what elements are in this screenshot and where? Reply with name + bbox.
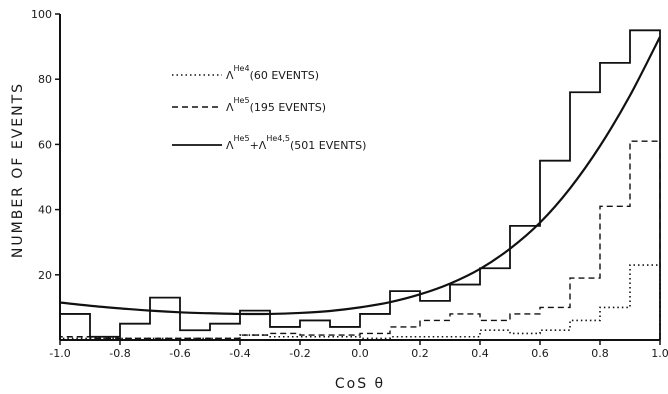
histogram-bin-solid	[330, 327, 360, 340]
legend-count: (60 EVENTS)	[250, 69, 319, 82]
legend-entry-text: ΛHe5(195 EVENTS)	[226, 96, 326, 114]
histogram-series-dashed	[59, 140, 661, 340]
histogram-bin-solid	[420, 301, 450, 340]
fit-curve-layer	[59, 36, 661, 316]
x-tick-label: -0.4	[229, 347, 250, 360]
legend-count: (195 EVENTS)	[250, 101, 326, 114]
histogram-bin-solid	[210, 324, 240, 340]
y-axis-title: NUMBER OF EVENTS	[10, 82, 26, 258]
legend-superscript: He4,5	[266, 134, 290, 143]
histogram-bin-solid	[570, 92, 600, 340]
legend-superscript: He4	[234, 64, 250, 73]
x-tick-label: 0.0	[351, 347, 369, 360]
legend-symbol: Λ	[226, 139, 234, 152]
y-tick-label: 100	[31, 8, 52, 21]
legend: ΛHe4(60 EVENTS)ΛHe5(195 EVENTS)ΛHe5+ΛHe4…	[172, 64, 366, 152]
y-tick-label: 80	[38, 73, 52, 86]
histogram-bin-solid	[540, 161, 570, 340]
histogram-bin-solid	[60, 314, 90, 340]
axis-layer: -1.0 -0.8 -0.6 -0.4 -0.2 0.0 0.2 0.4 0.6 0.8 1.0 20…	[31, 8, 668, 360]
histogram-bin-solid	[120, 324, 150, 340]
x-tick-label: -1.0	[49, 347, 70, 360]
y-tick-label: 40	[38, 204, 52, 217]
x-axis-title: CoS θ	[335, 376, 385, 392]
legend-symbol: +Λ	[250, 139, 267, 152]
histogram-layer	[59, 29, 661, 340]
legend-entry-text: ΛHe4(60 EVENTS)	[226, 64, 319, 82]
fit-curve	[59, 36, 661, 316]
x-tick-label: -0.6	[169, 347, 190, 360]
histogram-bin-solid	[150, 298, 180, 340]
histogram-bin-solid	[360, 314, 390, 340]
x-tick-label: 0.4	[471, 347, 489, 360]
legend-superscript: He5	[234, 134, 250, 143]
histogram-series-solid	[59, 29, 661, 340]
y-tick-label: 60	[38, 138, 52, 151]
histogram-bin-solid	[630, 30, 660, 340]
legend-entry-text: ΛHe5+ΛHe4,5(501 EVENTS)	[226, 134, 366, 152]
histogram-bin-solid	[270, 327, 300, 340]
histogram-bin-solid	[180, 330, 210, 340]
x-tick-label: 0.2	[411, 347, 429, 360]
histogram-bin-solid	[300, 320, 330, 340]
x-tick-label: 0.8	[591, 347, 609, 360]
x-tick-label: -0.2	[289, 347, 310, 360]
histogram-bin-solid	[480, 268, 510, 340]
legend-superscript: He5	[234, 96, 250, 105]
y-tick-label: 20	[38, 269, 52, 282]
histogram-bin-solid	[450, 285, 480, 340]
legend-symbol: Λ	[226, 101, 234, 114]
legend-count: (501 EVENTS)	[290, 139, 366, 152]
x-tick-label: -0.8	[109, 347, 130, 360]
x-tick-label: 0.6	[531, 347, 549, 360]
x-tick-label: 1.0	[651, 347, 668, 360]
histogram-bin-solid	[510, 226, 540, 340]
legend-symbol: Λ	[226, 69, 234, 82]
